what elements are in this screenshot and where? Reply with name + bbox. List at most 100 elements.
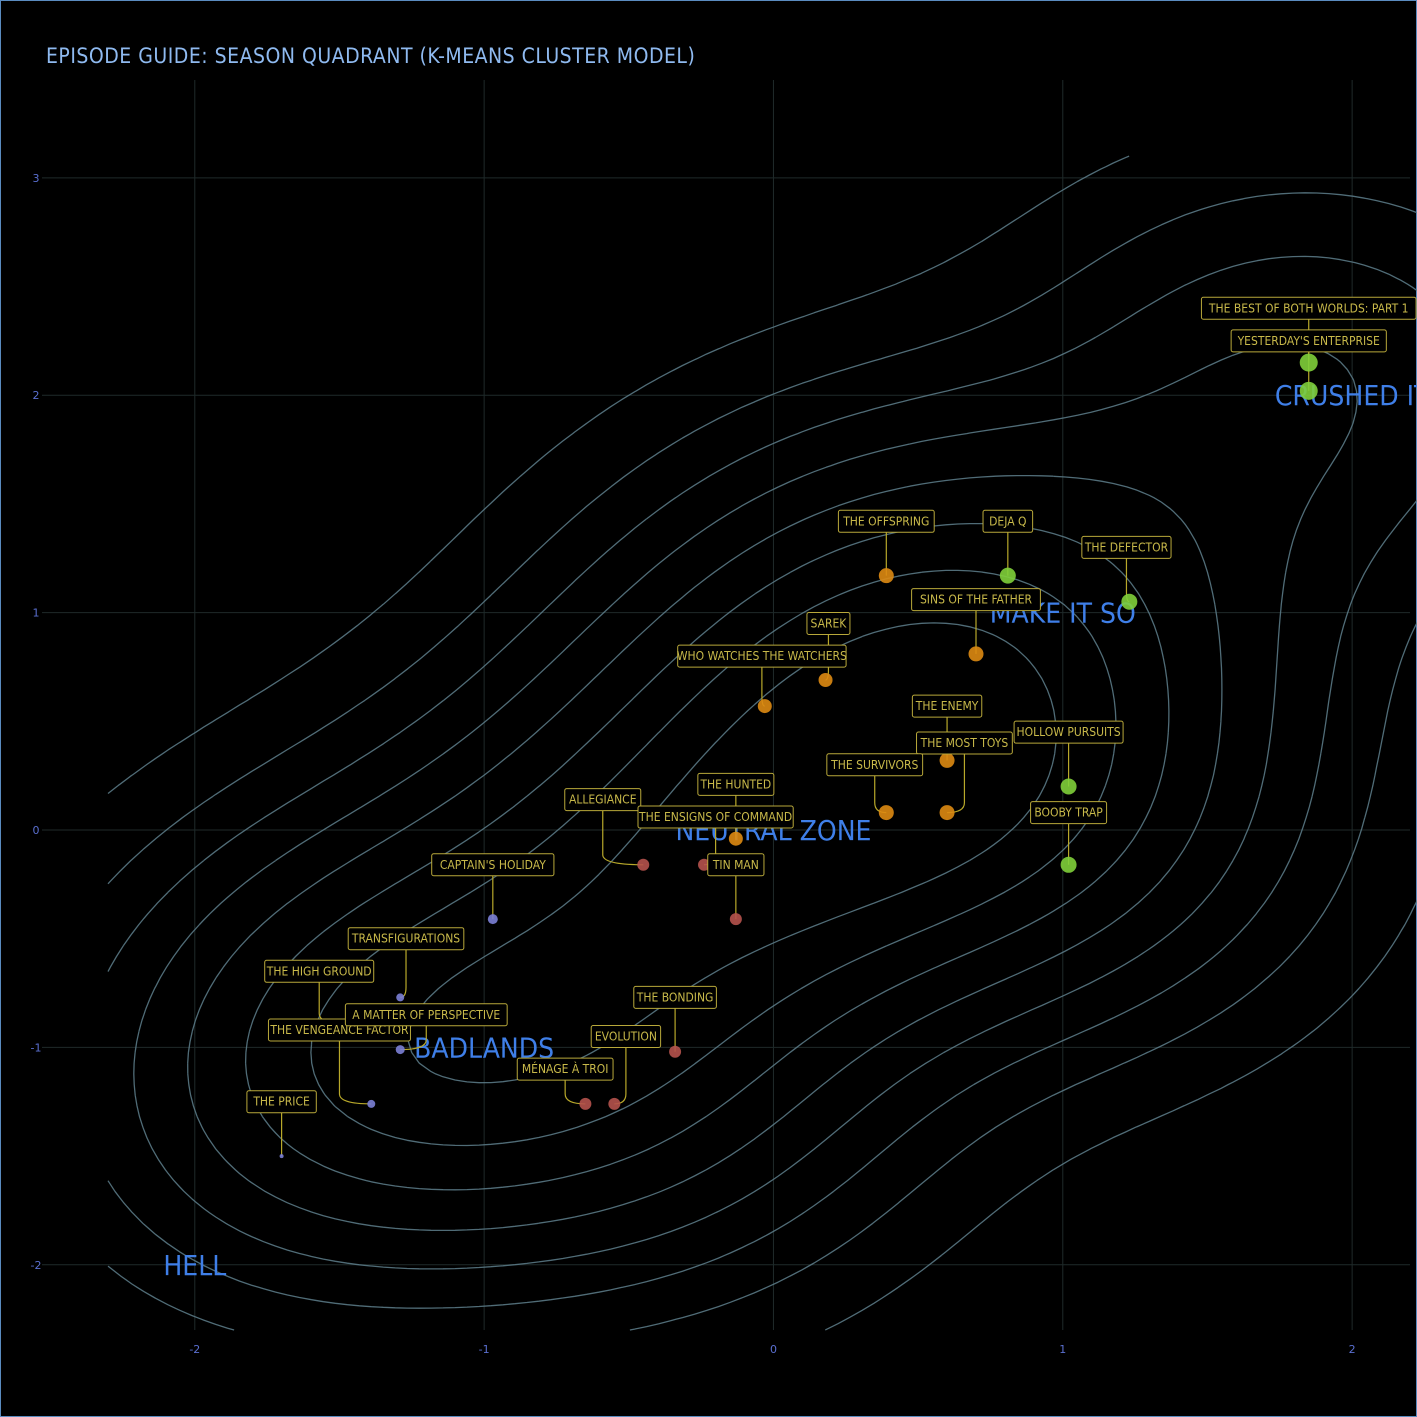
episode-label-box [826,753,924,777]
leader-line [602,810,644,866]
episode-label-box [347,927,465,951]
episode-point [729,913,742,926]
episode-label-box [697,772,775,796]
episode-point [698,858,711,871]
episode-label-box [1230,329,1387,353]
episode-point [939,805,955,821]
contour-line [107,155,1417,1331]
episode-label-box [516,1057,614,1081]
episode-label: CAPTAIN'S HOLIDAY [440,858,546,872]
episode-point [939,752,955,768]
episode-point [608,1097,621,1110]
episode-label-box [707,853,765,877]
episode-label: THE MOST TOYS [920,736,1009,750]
y-tick-label: 3 [33,172,40,185]
episode-labels: THE PRICE THE VENGEANCE FACTOR THE HIGH GR… [246,296,1417,1114]
episode-label: THE VENGEANCE FACTOR [269,1023,409,1037]
episode-label-box [677,644,847,668]
episode-label-box [1200,296,1417,320]
episode-point [878,805,894,821]
x-tick-label: 2 [1349,1343,1356,1356]
x-tick-label: -1 [479,1343,490,1356]
episode-point [637,858,650,871]
episode-point [1060,856,1077,873]
episode-label: SAREK [811,616,848,630]
density-contours [107,155,1417,1331]
episode-point [395,1045,405,1055]
episode-label: THE PRICE [252,1095,310,1109]
contour-line [107,192,1417,1331]
episode-label-box [1030,801,1108,825]
episode-point [487,914,498,925]
episode-label: EVOLUTION [595,1030,657,1044]
episode-label: TIN MAN [712,858,759,872]
episode-label-box [264,959,375,983]
y-tick-label: 0 [33,824,40,837]
contour-line [107,255,1417,1309]
leader-line [614,1047,627,1105]
contour-line [310,569,1117,1147]
episode-label: A MATTER OF PERSPECTIVE [352,1008,500,1022]
episode-label: BOOBY TRAP [1034,806,1103,820]
axis-ticks: -2 -1 0 1 2 -2 -1 0 1 2 3 [31,172,1356,1356]
episode-label-box [837,509,935,533]
zone-label: HELL [163,1249,226,1282]
chart-title: EPISODE GUIDE: SEASON QUADRANT (K-MEANS … [46,44,696,68]
episode-label: THE HUNTED [699,777,771,791]
episode-label-box [344,1003,508,1027]
y-tick-label: 1 [33,607,40,620]
contour-line [244,522,1170,1191]
episode-point [968,646,984,662]
episode-point [1121,593,1138,610]
episode-label: YESTERDAY'S ENTERPRISE [1237,334,1380,348]
episode-point [579,1097,592,1110]
contour-line [407,622,1057,1084]
grid-lines [42,80,1410,1330]
episode-label-box [590,1025,662,1049]
episode-label: HOLLOW PURSUITS [1017,725,1121,739]
episode-label: DEJA Q [989,514,1026,528]
leader-line [318,982,343,1025]
episode-label: THE SURVIVORS [830,758,918,772]
episode-label-box [916,731,1013,755]
contour-line [133,343,1358,1270]
episode-label: THE HIGH GROUND [266,964,372,978]
x-tick-label: 0 [770,1343,777,1356]
episode-point [367,1099,376,1108]
episode-label-box [911,588,1041,612]
episode-label: TRANSFIGURATIONS [351,932,460,946]
episode-point [999,567,1016,584]
episode-point [878,568,894,584]
episode-label: THE OFFSPRING [842,514,929,528]
zone-label: CRUSHED IT [1275,379,1417,412]
episode-point [1299,353,1318,372]
episode-point [728,831,743,846]
episode-label-box [982,509,1034,533]
episode-label-box [1081,535,1172,559]
contour-line [187,474,1223,1232]
episode-label-box [431,853,555,877]
episode-label: WHO WATCHES THE WATCHERS [677,649,847,663]
episode-label: THE ENSIGNS OF COMMAND [638,810,792,824]
y-tick-label: -1 [31,1041,42,1054]
episode-label-box [564,788,642,812]
episode-label-box [1013,720,1124,744]
episode-label: THE BONDING [636,990,714,1004]
x-tick-label: -2 [189,1343,200,1356]
episode-point [279,1154,284,1159]
episode-label-box [246,1090,317,1114]
leader-line [400,949,407,998]
episode-label: SINS OF THE FATHER [920,593,1033,607]
episode-label-box [911,694,983,718]
leader-line [338,1041,372,1105]
episode-label: THE BEST OF BOTH WORLDS: PART 1 [1208,301,1409,315]
episode-point [818,673,833,687]
episode-point [669,1045,682,1058]
episode-label: THE ENEMY [915,699,979,713]
y-tick-label: -2 [31,1259,42,1272]
episode-label: MÉNAGE À TROI [522,1061,609,1076]
episode-point [757,699,772,714]
